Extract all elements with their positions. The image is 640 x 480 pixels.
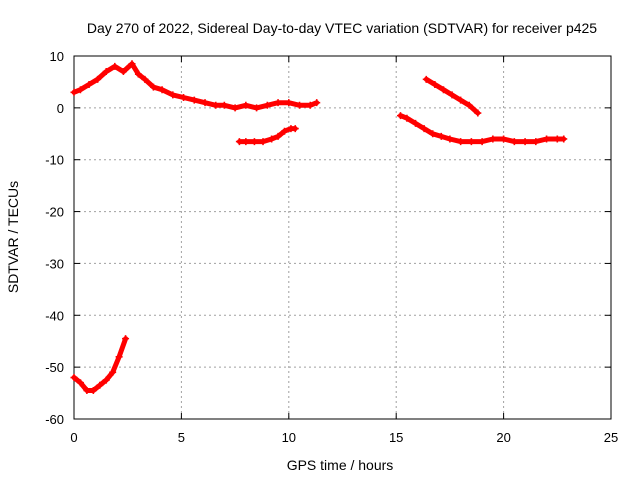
data-point [543,135,551,143]
data-point [231,104,239,112]
data-point [532,138,540,146]
data-point [274,99,282,107]
data-point [70,374,78,382]
data-point [439,86,447,94]
data-point [467,138,475,146]
y-tick-label: -60 [45,412,64,427]
data-point [119,68,127,76]
data-point [102,376,110,384]
data-point [281,127,289,135]
data-point [457,138,465,146]
data-point [141,75,149,83]
series-trace [71,61,320,111]
data-point [500,135,508,143]
data-point [478,138,486,146]
x-tick-label: 0 [70,430,77,445]
data-point [448,91,456,99]
x-tick-label: 15 [389,430,403,445]
data-point [268,135,276,143]
data-point [115,353,123,361]
data-point [111,62,119,70]
data-point [306,101,314,109]
data-point [553,135,561,143]
data-point [212,101,220,109]
x-tick-label: 10 [282,430,296,445]
data-series [70,60,568,394]
data-point [85,81,93,89]
data-point [158,86,166,94]
data-point [422,75,430,83]
data-point [510,138,518,146]
data-point [122,335,130,343]
data-point [446,135,454,143]
plot-frame [73,55,612,420]
data-point [242,138,250,146]
data-point [296,101,304,109]
x-axis-label: GPS time / hours [287,457,394,473]
y-tick-label: 0 [57,101,64,116]
data-point [169,91,177,99]
grid-lines [74,56,611,419]
data-point [250,138,258,146]
series-seg-b [70,335,130,394]
data-point [403,114,411,122]
axis-ticks: 0 5 10 15 20 25 -60 -50 -40 -30 -20 -10 0 10 [45,49,618,445]
x-tick-label: 25 [604,430,618,445]
data-point [420,125,428,133]
data-point [560,135,568,143]
data-point [259,138,267,146]
data-point [489,135,497,143]
series-seg-d [396,112,568,146]
y-tick-label: -10 [45,153,64,168]
data-point [70,88,78,96]
data-point [109,368,117,376]
data-point [235,138,243,146]
data-point [180,93,188,101]
data-point [134,70,142,78]
chart-title: Day 270 of 2022, Sidereal Day-to-day VTE… [87,20,597,36]
y-tick-label: -40 [45,308,64,323]
data-point [521,138,529,146]
data-point [437,132,445,140]
y-tick-label: -20 [45,205,64,220]
data-point [291,125,299,133]
data-point [190,96,198,104]
y-tick-label: -30 [45,256,64,271]
series-seg-e [422,75,482,117]
x-tick-label: 20 [496,430,510,445]
data-point [83,386,91,394]
series-seg-a [70,60,321,112]
data-point [274,132,282,140]
data-point [396,112,404,120]
data-point [94,75,102,83]
data-point [102,68,110,76]
data-point [253,104,261,112]
data-point [149,83,157,91]
data-point [76,379,84,387]
y-tick-label: 10 [50,49,64,64]
y-tick-label: -50 [45,360,64,375]
y-axis-label: SDTVAR / TECUs [5,181,21,293]
data-point [431,81,439,89]
data-point [263,101,271,109]
data-point [76,86,84,94]
data-point [457,96,465,104]
data-point [242,101,250,109]
data-point [429,130,437,138]
data-point [313,99,321,107]
data-point [201,99,209,107]
data-point [220,101,228,109]
data-point [465,101,473,109]
data-point [412,119,420,127]
series-seg-c [235,125,299,146]
x-tick-label: 5 [178,430,185,445]
data-point [128,60,136,68]
data-point [285,99,293,107]
data-point [474,109,482,117]
data-point [89,386,97,394]
data-point [96,381,104,389]
